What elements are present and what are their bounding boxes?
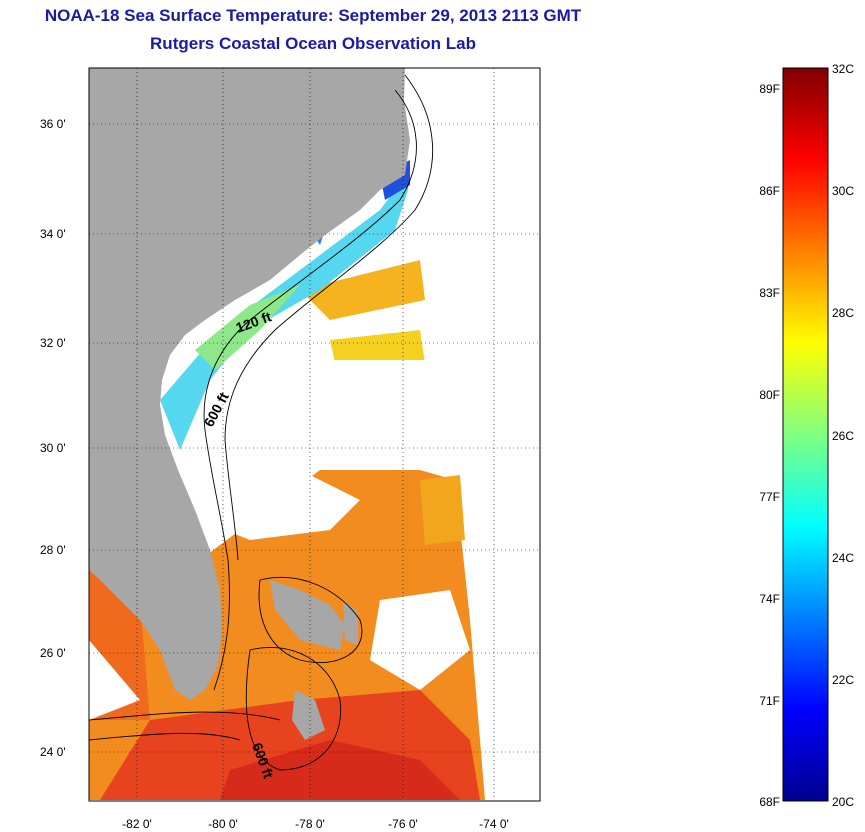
colorbar-f-label: 89F (759, 82, 780, 96)
colorbar (782, 67, 829, 802)
lon-label: -80 0' (208, 817, 238, 831)
colorbar-c-label: 24C (832, 551, 855, 565)
colorbar-f-label: 83F (759, 286, 780, 300)
lat-label: 34 0' (40, 227, 66, 241)
colorbar-c-label: 30C (832, 184, 855, 198)
lon-label: -78 0' (295, 817, 325, 831)
land-mass (89, 68, 410, 740)
lat-label: 30 0' (40, 441, 66, 455)
lat-label: 32 0' (40, 336, 66, 350)
lon-label: -76 0' (388, 817, 418, 831)
colorbar-f-label: 86F (759, 184, 780, 198)
colorbar-c-label: 32C (832, 62, 855, 76)
colorbar-c-label: 20C (832, 795, 855, 809)
lat-label: 36 0' (40, 117, 66, 131)
lat-label: 26 0' (40, 646, 66, 660)
colorbar-c-label: 22C (832, 673, 855, 687)
colorbar-c-label: 28C (832, 306, 855, 320)
colorbar-f-label: 80F (759, 388, 780, 402)
map-title: NOAA-18 Sea Surface Temperature: Septemb… (44, 6, 582, 25)
lon-label: -74 0' (479, 817, 509, 831)
lat-label: 24 0' (40, 745, 66, 759)
colorbar-f-label: 71F (759, 694, 780, 708)
lon-label: -82 0' (122, 817, 152, 831)
colorbar-f-label: 68F (759, 795, 780, 809)
colorbar-f-label: 74F (759, 592, 780, 606)
colorbar-c-label: 26C (832, 429, 855, 443)
lat-label: 28 0' (40, 543, 66, 557)
bathymetry-contours (89, 74, 434, 771)
map-subtitle: Rutgers Coastal Ocean Observation Lab (150, 34, 476, 53)
sst-data-layer (89, 160, 485, 800)
colorbar-f-label: 77F (759, 490, 780, 504)
map-frame (88, 67, 541, 802)
